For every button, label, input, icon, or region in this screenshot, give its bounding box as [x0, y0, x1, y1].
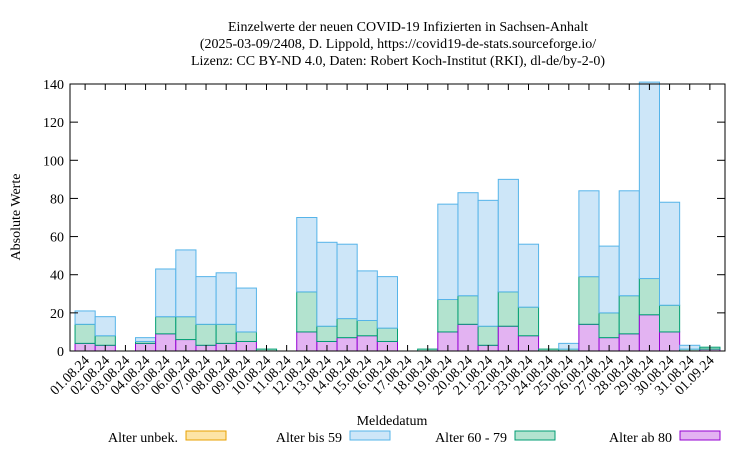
- bar-segment: [437, 299, 459, 333]
- bar-segment: [618, 295, 640, 335]
- bar-segment: [195, 276, 217, 325]
- bar-segment: [296, 217, 318, 293]
- chart-title: Einzelwerte der neuen COVID-19 Infiziert…: [191, 20, 605, 69]
- bar-segment: [437, 203, 459, 301]
- y-tick-label: 40: [50, 269, 64, 284]
- bar-segment: [376, 327, 399, 342]
- legend-swatch: [349, 430, 391, 441]
- bar-segment: [296, 291, 318, 333]
- bar-segment: [457, 192, 479, 297]
- bar-segment: [578, 276, 600, 325]
- bar-segment: [195, 323, 217, 346]
- y-tick-label: 140: [43, 78, 64, 93]
- y-tick-label: 60: [50, 231, 64, 246]
- bar-segment: [578, 190, 600, 278]
- legend-swatch: [679, 430, 721, 441]
- bar-segment: [135, 337, 157, 342]
- legend-swatch: [185, 430, 227, 441]
- bar-segment: [74, 323, 96, 344]
- bar-segment: [336, 243, 358, 320]
- bar-segment: [336, 318, 358, 339]
- bar-segment: [497, 291, 519, 327]
- bar-segment: [155, 268, 177, 318]
- bar-segment: [155, 316, 177, 335]
- bar-segment: [356, 270, 378, 321]
- bar-segment: [517, 306, 540, 337]
- plot-frame: [69, 83, 726, 352]
- bar-segment: [94, 335, 116, 346]
- bar-segment: [235, 331, 257, 342]
- bar-segment: [215, 323, 237, 344]
- bar-segment: [598, 312, 620, 339]
- y-axis-label: Absolute Werte: [9, 174, 24, 261]
- bar-segment: [477, 199, 499, 327]
- bar-segment: [598, 245, 620, 314]
- x-axis-label: Meldedatum: [357, 414, 428, 429]
- y-tick-label: 80: [50, 192, 64, 207]
- bar-segment: [659, 201, 681, 306]
- legend-label: Alter bis 59: [276, 431, 342, 446]
- y-tick-label: 20: [50, 307, 64, 322]
- y-tick-label: 100: [43, 154, 64, 169]
- bar-segment: [638, 81, 660, 280]
- bar-segment: [235, 287, 257, 333]
- bar-segment: [94, 316, 116, 337]
- legend-swatch: [514, 430, 556, 441]
- bar-segment: [497, 178, 519, 293]
- legend-label: Alter 60 - 79: [435, 431, 507, 446]
- bar-segment: [356, 319, 378, 337]
- bar-segment: [638, 278, 660, 316]
- bar-segment: [376, 276, 399, 329]
- title-line-2: (2025-03-09/2408, D. Lippold, https://co…: [200, 37, 596, 52]
- bar-segment: [316, 241, 338, 327]
- bar-segment: [618, 190, 640, 297]
- bar-segment: [175, 316, 197, 341]
- bar-segment: [316, 325, 338, 342]
- legend-label: Alter ab 80: [609, 431, 672, 446]
- bar-segment: [457, 295, 479, 325]
- legend: Alter unbek. Alter bis 59 Alter 60 - 79 Alt…: [108, 430, 721, 446]
- y-tick-label: 0: [57, 345, 64, 360]
- bar-segment: [175, 249, 197, 318]
- bars: [74, 81, 721, 352]
- bar-segment: [477, 325, 499, 346]
- title-line-1: Einzelwerte der neuen COVID-19 Infiziert…: [228, 20, 588, 35]
- bar-segment: [659, 304, 681, 333]
- bar-segment: [74, 310, 96, 325]
- legend-label: Alter unbek.: [108, 431, 178, 446]
- y-tick-label: 120: [43, 116, 64, 131]
- bar-segment: [215, 272, 237, 325]
- bar-segment: [517, 243, 540, 308]
- title-line-3: Lizenz: CC BY-ND 4.0, Daten: Robert Koch…: [191, 54, 605, 69]
